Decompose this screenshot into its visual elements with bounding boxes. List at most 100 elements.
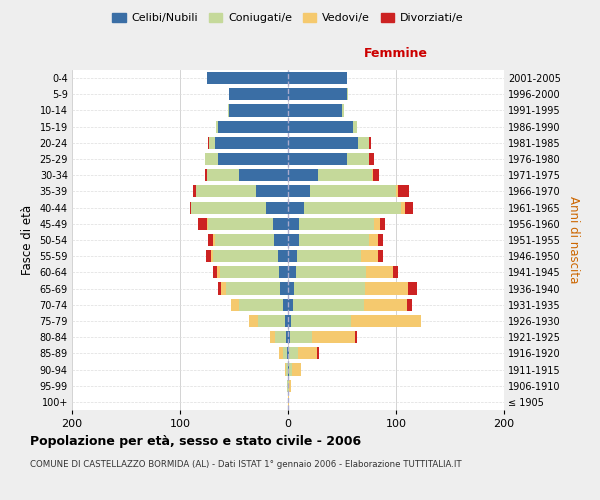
Bar	[373, 169, 379, 181]
Bar	[288, 348, 289, 360]
Bar	[280, 348, 283, 360]
Bar	[256, 186, 288, 198]
Bar	[310, 186, 396, 198]
Bar	[289, 348, 298, 360]
Bar	[249, 315, 258, 327]
Bar	[288, 315, 291, 327]
Bar	[214, 234, 215, 246]
Bar	[229, 104, 288, 117]
Bar	[258, 315, 285, 327]
Bar	[293, 298, 364, 311]
Bar	[290, 331, 312, 343]
Bar	[288, 234, 299, 246]
Bar	[350, 315, 421, 327]
Bar	[199, 218, 207, 230]
Bar	[312, 331, 355, 343]
Bar	[298, 348, 317, 360]
Bar	[205, 153, 218, 165]
Bar	[215, 120, 218, 132]
Bar	[288, 298, 293, 311]
Bar	[227, 104, 229, 117]
Bar	[209, 137, 215, 149]
Bar	[380, 218, 385, 230]
Bar	[280, 266, 288, 278]
Text: Femmine: Femmine	[364, 47, 428, 60]
Y-axis label: Anni di nascita: Anni di nascita	[568, 196, 580, 284]
Bar	[296, 266, 366, 278]
Bar	[288, 169, 318, 181]
Bar	[288, 282, 295, 294]
Bar	[239, 169, 288, 181]
Bar	[207, 218, 208, 230]
Bar	[287, 380, 288, 392]
Bar	[190, 202, 191, 213]
Bar	[269, 331, 275, 343]
Bar	[353, 120, 357, 132]
Bar	[207, 169, 239, 181]
Bar	[374, 218, 380, 230]
Bar	[404, 202, 413, 213]
Bar	[221, 282, 226, 294]
Bar	[285, 315, 288, 327]
Bar	[377, 250, 383, 262]
Bar	[377, 234, 383, 246]
Bar	[398, 186, 409, 198]
Bar	[288, 266, 296, 278]
Bar	[288, 88, 347, 101]
Bar	[205, 169, 207, 181]
Bar	[214, 266, 217, 278]
Bar	[217, 266, 220, 278]
Bar	[231, 298, 239, 311]
Bar	[218, 282, 221, 294]
Bar	[304, 202, 401, 213]
Bar	[288, 380, 289, 392]
Bar	[207, 72, 288, 84]
Bar	[292, 364, 301, 376]
Bar	[347, 153, 369, 165]
Bar	[208, 218, 273, 230]
Bar	[296, 250, 361, 262]
Bar	[287, 348, 288, 360]
Bar	[214, 250, 278, 262]
Bar	[206, 250, 211, 262]
Bar	[291, 315, 350, 327]
Y-axis label: Fasce di età: Fasce di età	[21, 205, 34, 275]
Text: COMUNE DI CASTELLAZZO BORMIDA (AL) - Dati ISTAT 1° gennaio 2006 - Elaborazione T: COMUNE DI CASTELLAZZO BORMIDA (AL) - Dat…	[30, 460, 461, 469]
Bar	[396, 186, 398, 198]
Bar	[299, 234, 369, 246]
Bar	[317, 348, 319, 360]
Bar	[299, 218, 374, 230]
Bar	[229, 88, 288, 101]
Bar	[280, 282, 288, 294]
Bar	[226, 282, 280, 294]
Bar	[274, 234, 288, 246]
Bar	[407, 298, 412, 311]
Bar	[193, 186, 196, 198]
Bar	[239, 298, 283, 311]
Text: Popolazione per età, sesso e stato civile - 2006: Popolazione per età, sesso e stato civil…	[30, 435, 361, 448]
Bar	[288, 72, 347, 84]
Bar	[369, 137, 371, 149]
Bar	[288, 153, 347, 165]
Bar	[393, 266, 398, 278]
Bar	[342, 104, 344, 117]
Bar	[278, 250, 288, 262]
Bar	[401, 202, 404, 213]
Bar	[218, 153, 288, 165]
Bar	[288, 218, 299, 230]
Bar	[288, 396, 289, 408]
Bar	[289, 380, 291, 392]
Bar	[220, 266, 280, 278]
Bar	[372, 169, 373, 181]
Bar	[361, 250, 377, 262]
Bar	[288, 186, 310, 198]
Bar	[355, 331, 357, 343]
Bar	[358, 137, 369, 149]
Bar	[196, 186, 256, 198]
Bar	[191, 202, 266, 213]
Bar	[288, 250, 296, 262]
Bar	[266, 202, 288, 213]
Bar	[275, 331, 286, 343]
Bar	[208, 234, 214, 246]
Bar	[288, 104, 342, 117]
